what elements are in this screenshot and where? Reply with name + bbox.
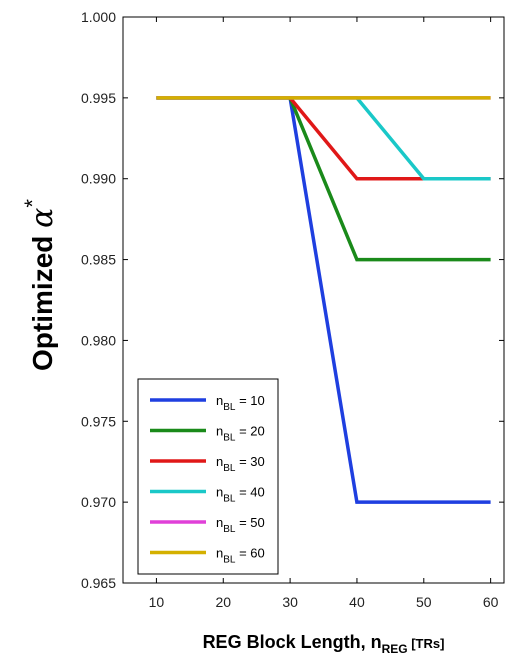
legend-label: nBL = 60: [216, 546, 265, 566]
y-tick-label: 0.965: [81, 575, 116, 591]
series-lines: [156, 96, 491, 504]
y-tick-label: 0.970: [81, 494, 116, 510]
legend-label: nBL = 20: [216, 424, 265, 444]
y-tick-label: 0.975: [81, 413, 116, 429]
y-tick-label: 0.980: [81, 332, 116, 348]
y-tick-label: 0.990: [81, 171, 116, 187]
x-tick-label: 60: [483, 594, 499, 610]
series-line-3: [156, 96, 491, 181]
legend-label: nBL = 50: [216, 515, 265, 535]
legend-label: nBL = 40: [216, 485, 265, 505]
legend-label: nBL = 10: [216, 393, 265, 413]
y-tick-label: 1.000: [81, 9, 116, 25]
y-tick-label: 0.985: [81, 252, 116, 268]
x-tick-label: 20: [215, 594, 231, 610]
legend: nBL = 10 nBL = 20 nBL = 30 nBL = 40 nBL = 50…: [137, 378, 279, 575]
y-axis-title: Optimized α*: [20, 199, 60, 371]
legend-label: nBL = 30: [216, 454, 265, 474]
y-tick-label: 0.995: [81, 90, 116, 106]
x-tick-label: 50: [416, 594, 432, 610]
x-tick-label: 30: [282, 594, 298, 610]
x-tick-label: 10: [149, 594, 165, 610]
x-tick-label: 40: [349, 594, 365, 610]
legend-box: [137, 378, 279, 575]
plot-frame: [122, 16, 505, 584]
x-axis-title: REG Block Length, nREG [TRs]: [203, 632, 445, 656]
